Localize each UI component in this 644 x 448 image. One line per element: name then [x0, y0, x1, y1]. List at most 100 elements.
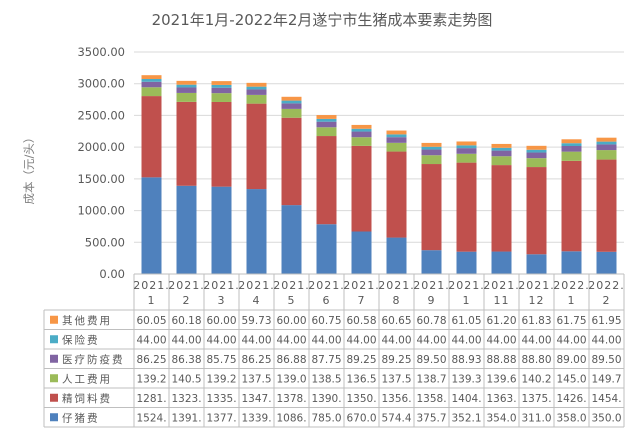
data-label: 89.50 — [416, 354, 446, 366]
bar-segment — [316, 121, 337, 128]
x-tick-label: 1 — [463, 294, 471, 307]
bar-segment — [561, 160, 582, 252]
data-label: 88.93 — [451, 354, 481, 366]
x-tick-label: 3 — [218, 294, 226, 307]
bar-segment — [351, 137, 372, 146]
data-label: 138.7 — [416, 373, 446, 385]
bar-segment — [351, 128, 372, 132]
data-label: 785.0 — [311, 412, 341, 424]
data-label: 89.50 — [591, 354, 621, 366]
y-tick-label: 500.00 — [85, 235, 125, 249]
data-label: 670.0 — [346, 412, 376, 424]
bar-segment — [526, 149, 547, 153]
bar-segment — [211, 84, 232, 88]
data-label: 60.75 — [311, 315, 341, 327]
x-tick-label: 2021. — [483, 279, 520, 292]
data-label: 89.00 — [556, 354, 586, 366]
data-label: 358.0 — [556, 412, 586, 424]
bar-segment — [141, 96, 162, 178]
data-label: 44.00 — [136, 334, 166, 346]
data-label: 87.75 — [311, 354, 341, 366]
data-table: 2021. 1 2021. 2 2021. 3 2021. 4 2021. 5 2021. 6 2021… — [43, 273, 625, 428]
data-label: 1363. — [486, 393, 516, 405]
data-label: 1378. — [276, 393, 306, 405]
bar-segment — [246, 82, 267, 87]
bar-segment — [421, 155, 442, 165]
data-label: 60.05 — [136, 315, 166, 327]
legend-swatch — [50, 374, 58, 383]
legend-label: 人工费用 — [62, 372, 112, 385]
x-tick-label: 5 — [288, 294, 296, 307]
chart-title: 2021年1月-2022年2月遂宁市生猪成本要素走势图 — [152, 11, 493, 29]
data-label: 139.2 — [206, 373, 236, 385]
data-label: 44.00 — [416, 334, 446, 346]
bar-segment — [456, 148, 477, 154]
data-label: 375.7 — [416, 412, 446, 424]
bar-segment — [421, 149, 442, 156]
data-label: 44.00 — [276, 334, 306, 346]
bar-segment — [316, 136, 337, 225]
bar-segment — [386, 137, 407, 143]
data-label: 1347. — [241, 393, 271, 405]
data-label: 44.00 — [311, 334, 341, 346]
bar-segment — [176, 101, 197, 186]
x-tick-label: 2021. — [413, 279, 450, 292]
bar-segment — [281, 100, 302, 104]
bar-segment — [596, 251, 617, 274]
data-label: 85.75 — [206, 354, 236, 366]
bar-segment — [526, 254, 547, 274]
data-label: 44.00 — [521, 334, 551, 346]
bar-segment — [351, 231, 372, 274]
data-label: 139.0 — [276, 373, 306, 385]
bar-segment — [421, 146, 442, 150]
x-tick-label: 2021. — [238, 279, 275, 292]
data-label: 44.00 — [486, 334, 516, 346]
bar-segment — [456, 141, 477, 146]
data-label: 136.5 — [346, 373, 376, 385]
bar-segment — [211, 81, 232, 85]
data-label: 139.6 — [486, 373, 516, 385]
x-tick-label: 6 — [323, 294, 331, 307]
bar-segment — [211, 186, 232, 274]
data-label: 140.5 — [171, 373, 201, 385]
x-tick-label: 8 — [393, 294, 401, 307]
bar-segment — [141, 78, 162, 82]
bar-segment — [526, 145, 547, 150]
data-label: 1358. — [416, 393, 446, 405]
x-tick-label: 2 — [183, 294, 191, 307]
legend-label: 医疗防疫费 — [62, 353, 125, 366]
bar-segment — [246, 86, 267, 90]
data-label: 352.1 — [451, 412, 481, 424]
data-label: 86.38 — [171, 354, 201, 366]
x-tick-label: 2021. — [518, 279, 555, 292]
bar-segment — [596, 144, 617, 151]
bar-segment — [456, 251, 477, 274]
data-label: 59.73 — [241, 315, 271, 327]
bar-segment — [491, 147, 512, 151]
data-label: 60.18 — [171, 315, 201, 327]
data-label: 1377. — [206, 412, 236, 424]
data-label: 44.00 — [591, 334, 621, 346]
x-tick-label: 2021. — [133, 279, 170, 292]
x-tick-label: 11 — [494, 294, 510, 307]
bar-segment — [386, 130, 407, 135]
data-label: 354.0 — [486, 412, 516, 424]
data-label: 60.78 — [416, 315, 446, 327]
y-tick-label: 2500.00 — [77, 108, 125, 122]
bar-segment — [456, 162, 477, 252]
bar-segment — [456, 145, 477, 149]
x-tick-label: 2021. — [378, 279, 415, 292]
legend-swatch — [50, 335, 58, 344]
bar-segment — [421, 164, 442, 251]
legend-swatch — [50, 413, 58, 422]
legend-label: 保险费 — [62, 333, 100, 346]
y-tick-label: 0.00 — [99, 267, 125, 281]
data-label: 88.80 — [521, 354, 551, 366]
bar-segment — [596, 159, 617, 252]
bar-segment — [281, 108, 302, 118]
bar-segment — [316, 224, 337, 274]
y-axis-label: 成本（元/头） — [22, 132, 36, 205]
data-label: 44.00 — [241, 334, 271, 346]
bar-segment — [316, 127, 337, 137]
data-label: 139.2 — [136, 373, 166, 385]
